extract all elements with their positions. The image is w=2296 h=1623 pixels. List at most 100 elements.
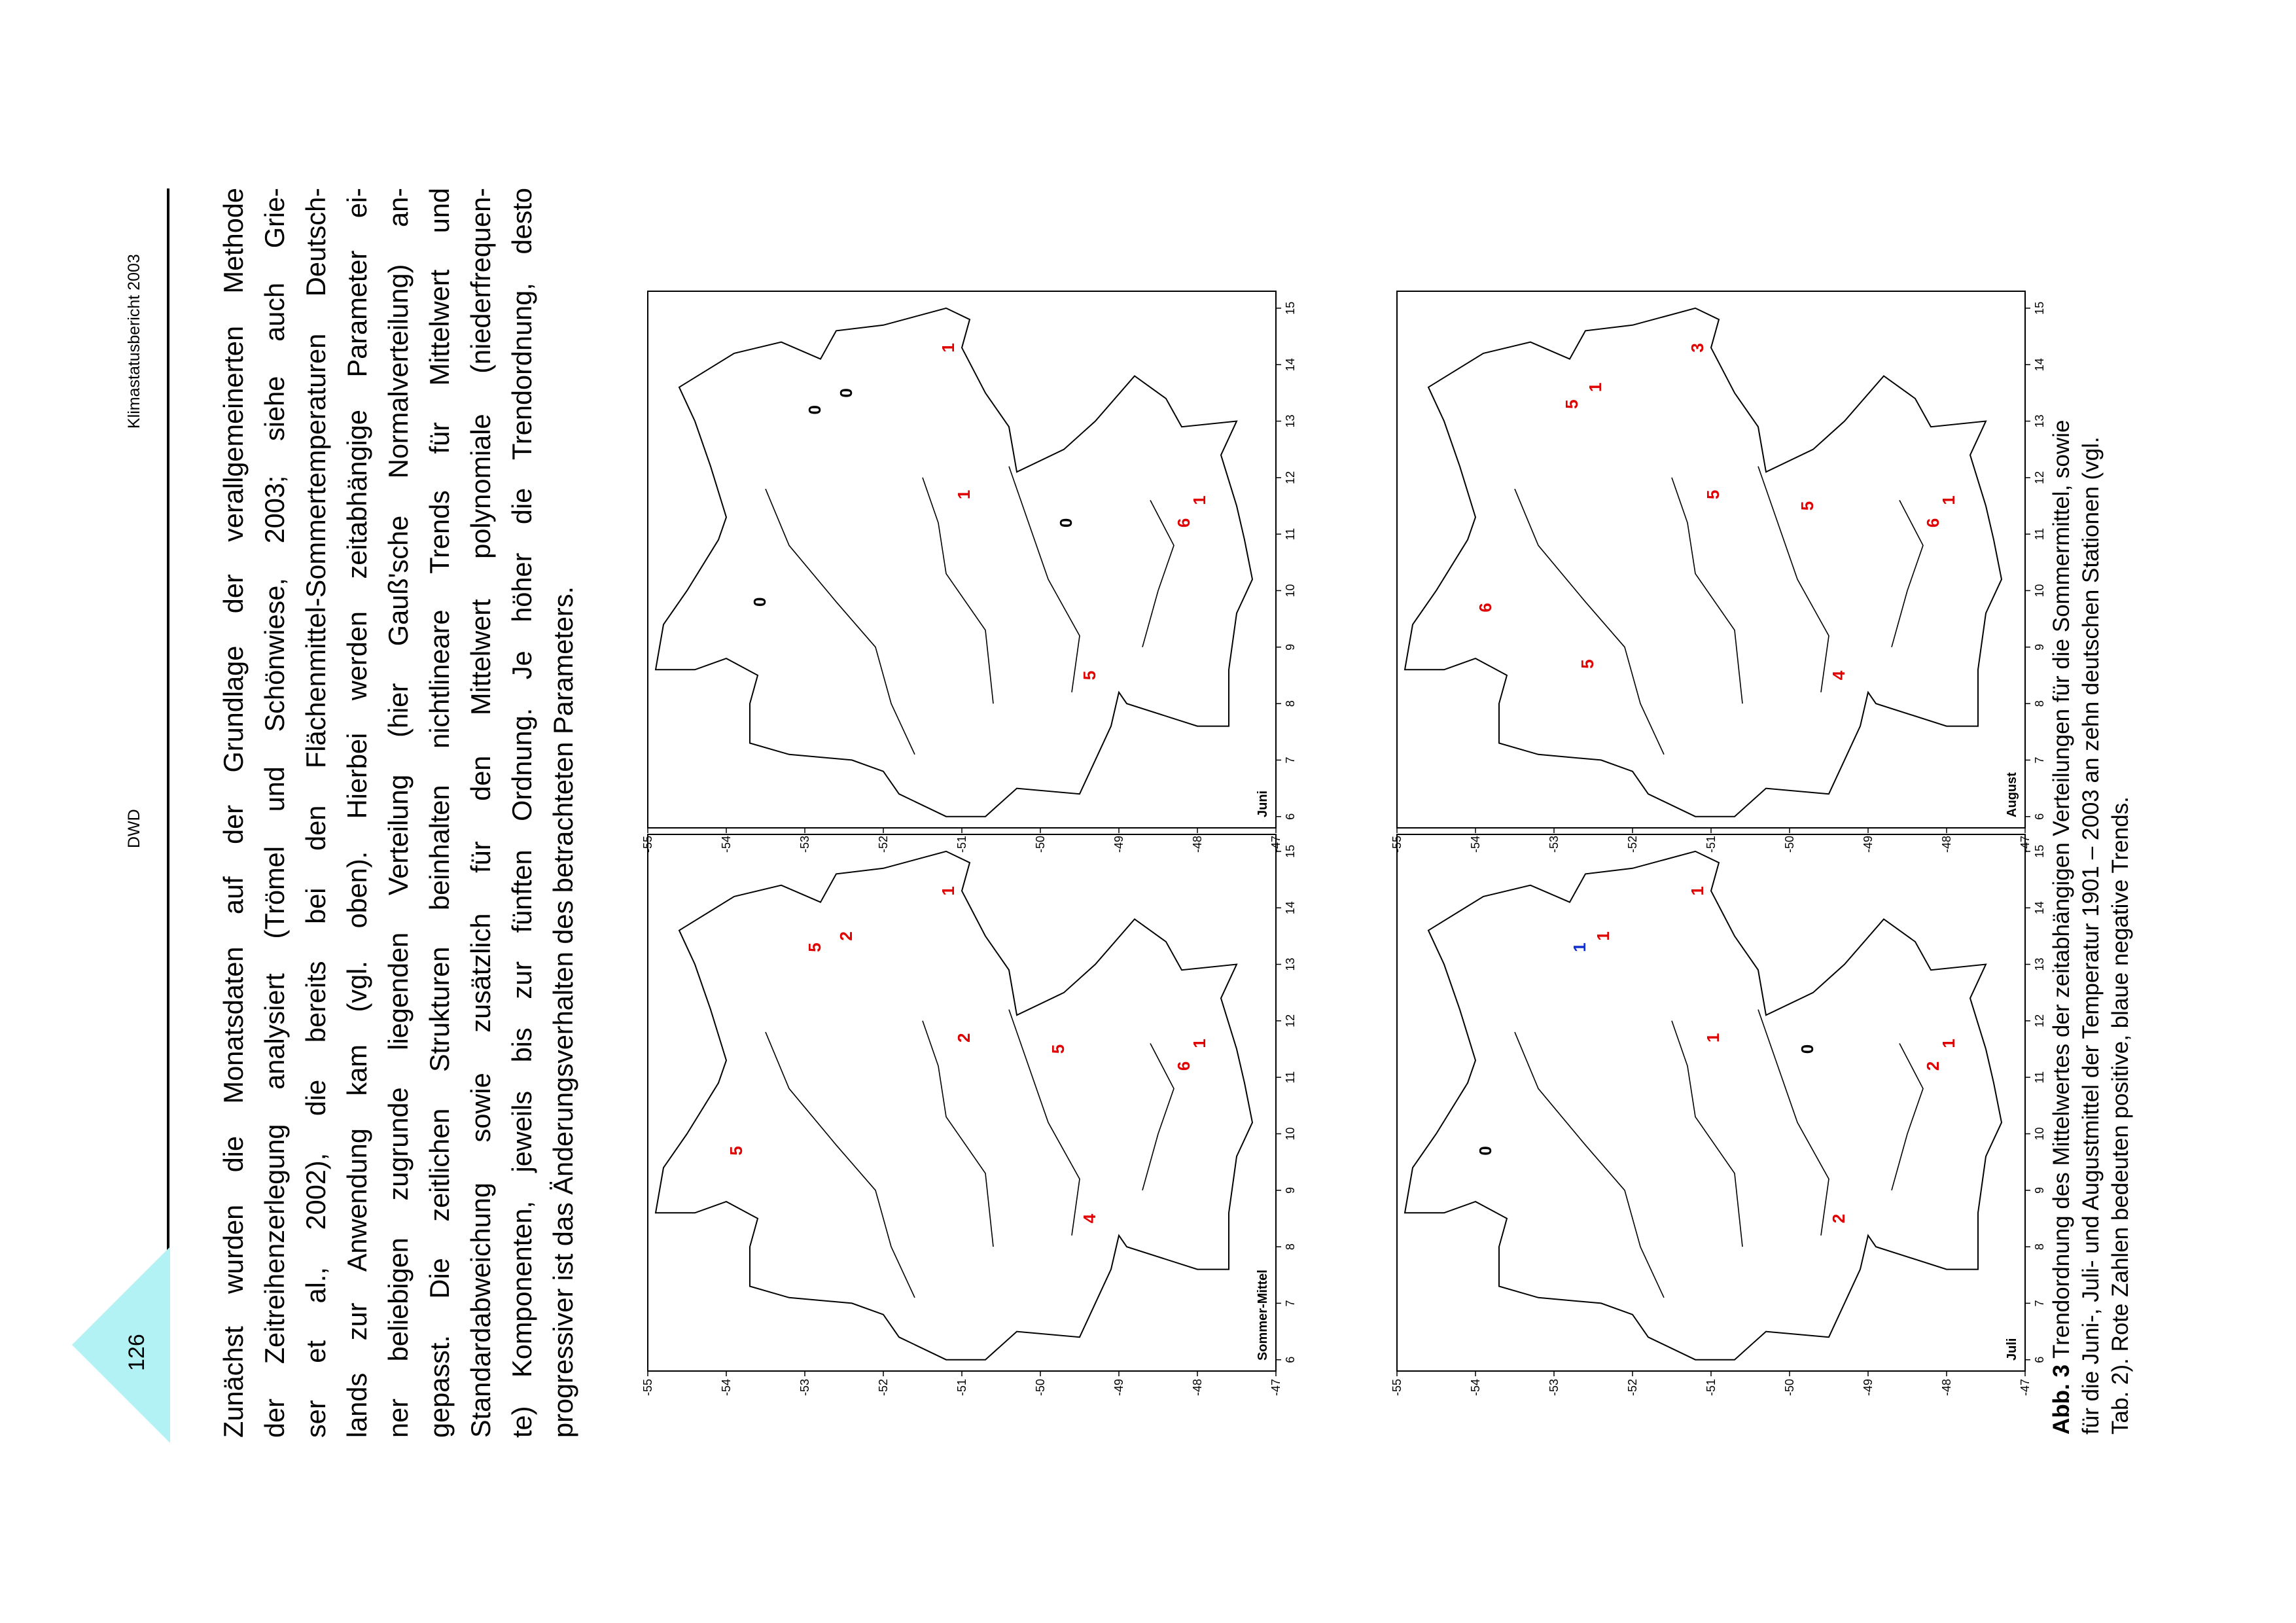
lat-tick-label: -53: [1547, 1379, 1561, 1396]
river-line: [1008, 1009, 1080, 1236]
lat-tick-label: -49: [1862, 1379, 1875, 1396]
trend-order-label: 1: [1939, 495, 1958, 505]
river-line: [1008, 466, 1080, 692]
trend-order-label: 0: [1475, 1146, 1495, 1155]
lon-tick-label: 13: [1284, 958, 1297, 971]
lon-tick-label: 6: [1284, 1357, 1297, 1363]
trend-order-label: 0: [1056, 518, 1076, 527]
body-line: gepasst. Die zeitlichen Strukturen beinh…: [424, 188, 455, 1438]
header-org: DWD: [125, 809, 143, 848]
germany-outline: [1404, 850, 2003, 1361]
lat-tick-label: -47: [2019, 1379, 2032, 1396]
body-line: Standardabweichung sowie zusätzlich für …: [465, 188, 496, 1438]
lon-tick-label: 9: [1284, 1187, 1297, 1194]
lat-tick-label: -54: [1469, 836, 1482, 853]
map-frame: [1396, 291, 2026, 829]
river-line: [1514, 488, 1665, 755]
lat-tick-label: -55: [641, 836, 654, 853]
map-frame: [647, 291, 1277, 829]
lat-tick-label: -51: [1704, 836, 1718, 853]
caption-label: Abb. 3: [2049, 1364, 2074, 1435]
germany-outline: [654, 307, 1254, 817]
lat-tick-label: -50: [1034, 836, 1047, 853]
trend-order-label: 5: [1797, 501, 1817, 510]
lat-tick-label: -47: [2019, 836, 2032, 853]
river-line: [1514, 1031, 1665, 1298]
trend-order-label: 1: [1190, 1039, 1209, 1048]
lon-tick-label: 9: [2033, 1187, 2046, 1194]
lat-tick-label: -52: [877, 1379, 890, 1396]
trend-order-label: 0: [805, 405, 824, 414]
river-line: [1757, 466, 1829, 692]
trend-order-label: 1: [1593, 931, 1613, 940]
lat-tick-label: -47: [1269, 1379, 1282, 1396]
river-line: [922, 1020, 994, 1247]
lon-tick-label: 14: [2033, 901, 2046, 914]
trend-order-label: 4: [1829, 670, 1848, 680]
lon-tick-label: 11: [2033, 1071, 2046, 1084]
river-line: [1671, 1020, 1743, 1247]
trend-order-label: 3: [1687, 343, 1707, 352]
body-line: ser et al., 2002), die bereits bei den F…: [300, 188, 331, 1438]
body-line: te) Komponenten, jeweils bis zur fünften…: [506, 188, 537, 1438]
trend-order-label: 5: [1578, 659, 1597, 668]
lat-tick-label: -55: [1390, 1379, 1404, 1396]
river-line: [1142, 1043, 1174, 1191]
lon-tick-label: 12: [1284, 1014, 1297, 1027]
lon-tick-label: 6: [2033, 1357, 2046, 1363]
body-line: lands zur Anwendung kam (vgl. oben). Hie…: [342, 188, 372, 1438]
trend-order-label: 1: [1190, 495, 1209, 505]
trend-order-label: 2: [1923, 1061, 1943, 1071]
trend-order-label: 0: [836, 388, 856, 397]
lat-tick-label: -51: [955, 836, 968, 853]
trend-order-label: 0: [1797, 1044, 1817, 1054]
trend-order-label: 1: [1703, 1033, 1723, 1043]
map-label: Juli: [2005, 1338, 2019, 1361]
header-rule: [167, 188, 169, 1440]
lon-tick-label: 6: [1284, 813, 1297, 820]
river-line: [922, 477, 994, 704]
lon-tick-label: 7: [1284, 757, 1297, 763]
lon-tick-label: 10: [2033, 584, 2046, 597]
lat-tick-label: -50: [1034, 1379, 1047, 1396]
river-line: [1142, 500, 1174, 648]
body-line: ner beliebigen zugrunde liegenden Vertei…: [383, 188, 414, 1438]
lat-tick-label: -53: [798, 1379, 811, 1396]
trend-order-label: 2: [836, 931, 856, 940]
trend-order-label: 1: [1585, 383, 1605, 392]
germany-outline: [654, 850, 1254, 1361]
river-line: [1891, 500, 1924, 648]
lon-tick-label: 13: [2033, 958, 2046, 971]
lat-tick-label: -53: [1547, 836, 1561, 853]
trend-order-label: 1: [954, 490, 974, 499]
page-number: 126: [124, 1334, 149, 1371]
lat-tick-label: -50: [1783, 1379, 1796, 1396]
trend-order-label: 6: [1923, 518, 1943, 527]
lon-tick-label: 10: [1284, 584, 1297, 597]
body-line: progressiver ist das Änderungsverhalten …: [548, 586, 578, 1438]
trend-order-label: 5: [805, 942, 824, 952]
lat-tick-label: -54: [720, 1379, 733, 1396]
map-frame: [1396, 834, 2026, 1372]
trend-order-label: 1: [1939, 1039, 1958, 1048]
lat-tick-label: -49: [1112, 836, 1125, 853]
lon-tick-label: 11: [2033, 528, 2046, 541]
lon-tick-label: 10: [1284, 1127, 1297, 1140]
trend-order-label: 5: [1562, 399, 1581, 408]
river-line: [1891, 1043, 1924, 1191]
trend-order-label: 1: [938, 343, 958, 352]
lon-tick-label: 9: [1284, 644, 1297, 651]
trend-order-label: 2: [954, 1033, 974, 1043]
lat-tick-label: -48: [1940, 836, 1953, 853]
body-line: Zunächst wurden die Monatsdaten auf der …: [218, 188, 249, 1438]
lon-tick-label: 6: [2033, 813, 2046, 820]
trend-order-label: 1: [938, 886, 958, 895]
lon-tick-label: 8: [2033, 700, 2046, 707]
trend-order-label: 1: [1570, 942, 1589, 952]
lon-tick-label: 11: [1284, 528, 1297, 541]
lon-tick-label: 12: [2033, 1014, 2046, 1027]
lat-tick-label: -49: [1112, 1379, 1125, 1396]
